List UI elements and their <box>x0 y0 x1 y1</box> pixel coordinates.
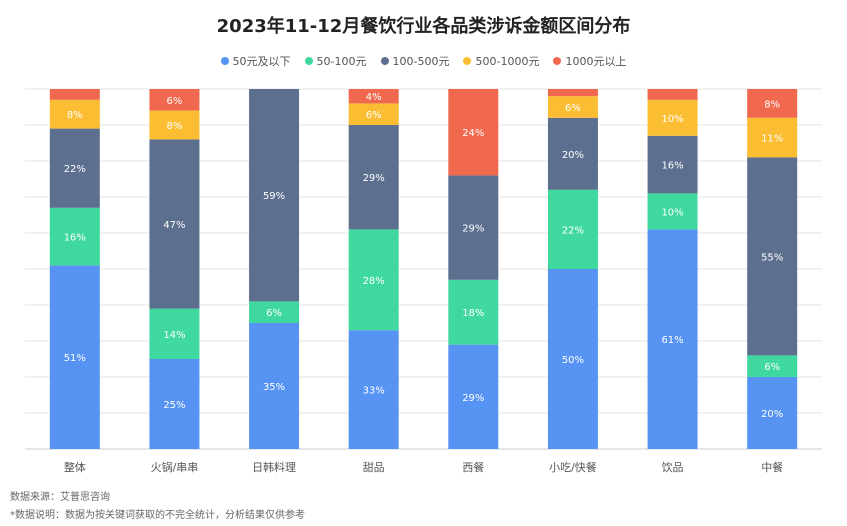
data-note: *数据说明：数据为按关键词获取的不完全统计，分析结果仅供参考 <box>10 510 305 521</box>
data-label: 6% <box>366 110 382 121</box>
bar-segment[interactable] <box>747 157 798 356</box>
data-label: 16% <box>64 233 86 244</box>
data-label: 4% <box>366 92 382 103</box>
data-label: 33% <box>363 386 385 397</box>
legend-swatch <box>380 57 389 65</box>
bar-segment[interactable] <box>49 207 100 266</box>
bar-segment[interactable] <box>49 89 100 100</box>
bar-segment[interactable] <box>547 89 598 97</box>
legend-item-4[interactable]: 1000元以上 <box>553 53 626 69</box>
data-label: 6% <box>167 96 183 107</box>
legend-swatch <box>463 57 472 65</box>
data-source: 数据来源：艾普思咨询 <box>10 492 110 503</box>
data-label: 20% <box>761 409 783 420</box>
bar-segment[interactable] <box>448 175 499 280</box>
legend-label: 100-500元 <box>392 55 450 68</box>
data-label: 11% <box>761 134 783 145</box>
data-label: 24% <box>462 128 484 139</box>
data-label: 51% <box>64 353 86 364</box>
bar-segment[interactable] <box>647 89 698 100</box>
bar-segment[interactable] <box>49 265 100 449</box>
bar-segment[interactable] <box>149 359 200 449</box>
data-label: 50% <box>562 355 584 366</box>
bar-segment[interactable] <box>348 89 399 104</box>
bar-segment[interactable] <box>348 229 399 331</box>
legend-item-1[interactable]: 50-100元 <box>304 53 367 69</box>
legend-label: 50-100元 <box>316 55 367 68</box>
bar-segment[interactable] <box>348 125 399 230</box>
data-label: 20% <box>562 150 584 161</box>
x-tick-label: 西餐 <box>462 460 484 474</box>
data-label: 18% <box>462 308 484 319</box>
legend-swatch <box>220 57 229 65</box>
data-label: 8% <box>764 99 780 110</box>
chart-title: 2023年11-12月餐饮行业各品类涉诉金额区间分布 <box>216 16 631 37</box>
bar-segment[interactable] <box>547 269 598 449</box>
data-label: 6% <box>764 362 780 373</box>
bar-segment[interactable] <box>348 103 399 125</box>
x-tick-label: 火锅/串串 <box>151 461 199 474</box>
data-label: 16% <box>661 161 683 172</box>
bar-segment[interactable] <box>547 96 598 118</box>
bar-segment[interactable] <box>249 301 300 323</box>
x-tick-label: 日韩料理 <box>252 460 296 474</box>
legend-item-0[interactable]: 50元及以下 <box>220 53 291 69</box>
data-label: 35% <box>263 382 285 393</box>
data-label: 8% <box>167 121 183 132</box>
data-label: 10% <box>661 114 683 125</box>
bar-segment[interactable] <box>547 117 598 190</box>
bar-segment[interactable] <box>647 135 698 194</box>
data-label: 29% <box>462 393 484 404</box>
data-label: 29% <box>363 173 385 184</box>
data-label: 61% <box>661 335 683 346</box>
bar-segment[interactable] <box>747 355 798 377</box>
legend-label: 500-1000元 <box>475 55 540 68</box>
x-tick-label: 饮品 <box>662 461 684 474</box>
data-label: 10% <box>661 207 683 218</box>
bar-segment[interactable] <box>747 377 798 449</box>
bar-segment[interactable] <box>49 99 100 129</box>
data-label: 22% <box>64 164 86 175</box>
bar-segment[interactable] <box>547 189 598 269</box>
bar-segment[interactable] <box>149 89 200 111</box>
legend-item-2[interactable]: 100-500元 <box>380 53 450 69</box>
data-label: 28% <box>363 276 385 287</box>
bar-segment[interactable] <box>348 330 399 449</box>
bar-segment[interactable] <box>647 229 698 449</box>
legend-swatch <box>553 57 562 65</box>
bar-segment[interactable] <box>249 89 300 302</box>
x-tick-label: 小吃/快餐 <box>549 460 597 474</box>
data-label: 6% <box>565 103 581 114</box>
legend-item-3[interactable]: 500-1000元 <box>463 53 539 69</box>
data-label: 29% <box>462 224 484 235</box>
bar-segment[interactable] <box>747 89 798 118</box>
x-tick-label: 甜品 <box>363 461 385 474</box>
bar-segment[interactable] <box>149 110 200 140</box>
x-tick-label: 中餐 <box>761 460 783 474</box>
data-label: 55% <box>761 252 783 263</box>
x-tick-label: 整体 <box>64 460 86 474</box>
data-label: 14% <box>163 330 185 341</box>
data-label: 6% <box>266 308 282 319</box>
data-label: 8% <box>67 110 83 121</box>
bar-segment[interactable] <box>49 128 100 208</box>
bar-segment[interactable] <box>647 193 698 230</box>
legend-label: 1000元以上 <box>565 55 627 68</box>
data-label: 47% <box>163 220 185 231</box>
data-label: 59% <box>263 191 285 202</box>
bar-segment[interactable] <box>448 344 499 449</box>
bar-segment[interactable] <box>448 89 499 176</box>
bar-segment[interactable] <box>647 99 698 136</box>
data-label: 22% <box>562 225 584 236</box>
bar-segment[interactable] <box>249 323 300 449</box>
data-label: 25% <box>163 400 185 411</box>
legend-swatch <box>304 57 313 65</box>
bar-segment[interactable] <box>448 279 499 345</box>
legend: 50元及以下 50-100元 100-500元 500-1000元 1000元以上 <box>0 53 847 69</box>
legend-label: 50元及以下 <box>232 55 291 68</box>
bar-segment[interactable] <box>149 308 200 359</box>
bar-segment[interactable] <box>149 139 200 309</box>
bar-segment[interactable] <box>747 117 798 158</box>
